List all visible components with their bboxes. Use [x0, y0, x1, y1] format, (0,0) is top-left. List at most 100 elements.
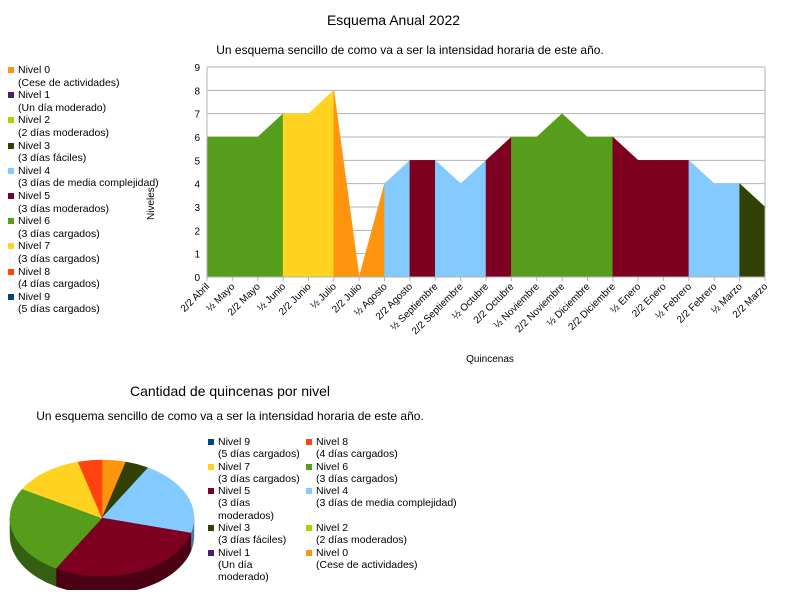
y-axis-label: Niveles: [146, 187, 157, 220]
legend-description: (Cese de actividades): [18, 76, 120, 89]
area-segment: [460, 159, 487, 278]
area-segment: [409, 160, 436, 278]
area-chart-title: Esquema Anual 2022: [326, 12, 461, 28]
legend-description: (Cese de actividades): [316, 558, 418, 571]
legend-label: Nivel 4: [316, 485, 349, 498]
legend-item: Nivel 5 (3 días moderados): [208, 485, 306, 522]
legend-swatch: [208, 525, 214, 532]
area-segment: [587, 136, 614, 278]
area-segment: [739, 183, 766, 278]
legend-description: (3 días fáciles): [18, 152, 87, 165]
legend-swatch: [306, 463, 312, 470]
pie-chart-legend: Nivel 9 (5 días cargados) Nivel 8 (4 días c…: [208, 436, 468, 584]
y-tick-label: 1: [194, 250, 200, 261]
area-segment: [688, 159, 715, 278]
legend-label: Nivel 9: [218, 436, 251, 448]
pie-slice: [77, 459, 103, 519]
legend-swatch: [208, 439, 214, 445]
legend-description: (3 días de media complejidad): [18, 177, 159, 190]
legend-item: Nivel 7 (3 días cargados): [208, 461, 306, 486]
y-tick-label: 9: [194, 63, 200, 74]
area-segment: [536, 113, 563, 278]
legend-label: Nivel 2: [18, 114, 51, 127]
area-chart-legend: Nivel 0 (Cese de actividades) Nivel 1 (Un d…: [8, 64, 188, 316]
legend-description: (5 días cargados): [18, 303, 100, 316]
legend-label: Nivel 6: [316, 460, 349, 473]
y-tick-label: 7: [194, 110, 200, 121]
legend-item: Nivel 8 (4 días cargados): [306, 436, 466, 461]
area-segment: [485, 136, 512, 278]
legend-item: Nivel 7 (3 días cargados): [8, 240, 188, 265]
legend-swatch: [8, 243, 14, 250]
legend-description: (2 días moderados): [316, 534, 408, 547]
legend-swatch: [8, 142, 14, 149]
legend-item: Nivel 6 (3 días cargados): [8, 215, 188, 240]
legend-label: Nivel 9: [18, 290, 51, 303]
legend-item: Nivel 3 (3 días fáciles): [8, 140, 188, 165]
pie-slice: [21, 461, 103, 519]
pie-slice: [101, 467, 195, 534]
legend-item: Nivel 2 (2 días moderados): [306, 522, 466, 547]
legend-item: Nivel 3 (3 días fáciles): [208, 522, 306, 547]
legend-swatch: [306, 439, 312, 445]
y-tick-label: 2: [194, 226, 200, 237]
legend-swatch: [306, 549, 312, 556]
legend-description: (3 días fáciles): [218, 534, 287, 547]
legend-item: Nivel 1 (Un día moderado): [208, 547, 306, 584]
legend-description: (3 días de media complejidad): [316, 497, 457, 510]
legend-label: Nivel 3: [18, 139, 51, 152]
legend-swatch: [8, 268, 14, 275]
legend-item: Nivel 0 (Cese de actividades): [306, 547, 466, 584]
area-segment: [637, 160, 664, 278]
pie-slice: [9, 488, 103, 569]
area-segment: [511, 136, 537, 278]
legend-swatch: [208, 488, 214, 495]
y-tick-label: 0: [194, 273, 200, 284]
area-segment: [663, 160, 690, 278]
pie-chart-plot: [9, 459, 195, 590]
legend-swatch: [8, 293, 14, 300]
y-tick-label: 4: [194, 180, 200, 191]
legend-description: (3 días cargados): [18, 227, 100, 240]
legend-swatch: [8, 67, 14, 73]
legend-item: Nivel 6 (3 días cargados): [306, 461, 466, 486]
area-segment: [561, 113, 588, 278]
legend-swatch: [208, 549, 214, 556]
area-segment: [282, 113, 309, 278]
legend-swatch: [208, 463, 214, 470]
area-segment: [384, 159, 411, 278]
legend-description: (2 días moderados): [18, 126, 110, 139]
legend-swatch: [8, 92, 14, 99]
legend-label: Nivel 7: [18, 240, 51, 253]
legend-item: Nivel 0 (Cese de actividades): [8, 64, 188, 89]
legend-description: (3 días cargados): [218, 472, 300, 485]
area-segment: [612, 136, 639, 278]
legend-label: Nivel 6: [18, 215, 51, 228]
legend-item: Nivel 9 (5 días cargados): [8, 291, 188, 316]
legend-description: (4 días cargados): [18, 278, 100, 291]
legend-item: Nivel 8 (4 días cargados): [8, 266, 188, 291]
pie-chart-subtitle: Un esquema sencillo de como va a ser la …: [36, 409, 424, 423]
legend-swatch: [8, 117, 14, 124]
legend-swatch: [306, 525, 312, 532]
x-axis-label: Quincenas: [466, 354, 514, 365]
legend-item: Nivel 9 (5 días cargados): [208, 436, 306, 461]
legend-item: Nivel 2 (2 días moderados): [8, 114, 188, 139]
legend-description: (3 días cargados): [18, 252, 100, 265]
legend-description: (3 días moderados): [218, 497, 275, 522]
area-segment: [206, 136, 233, 278]
legend-description: (Un día moderado): [18, 101, 107, 114]
legend-label: Nivel 0: [316, 546, 349, 559]
legend-description: (5 días cargados): [218, 448, 300, 461]
legend-label: Nivel 3: [218, 522, 251, 535]
legend-label: Nivel 7: [218, 460, 251, 473]
area-segment: [232, 136, 258, 278]
y-tick-label: 6: [194, 133, 200, 144]
legend-swatch: [8, 218, 14, 225]
legend-item: Nivel 4 (3 días de media complejidad): [306, 485, 466, 522]
pie-chart-title: Cantidad de quincenas por nivel: [129, 383, 331, 399]
y-tick-label: 3: [194, 203, 200, 214]
legend-label: Nivel 1: [18, 89, 51, 102]
legend-description: (4 días cargados): [316, 448, 398, 461]
